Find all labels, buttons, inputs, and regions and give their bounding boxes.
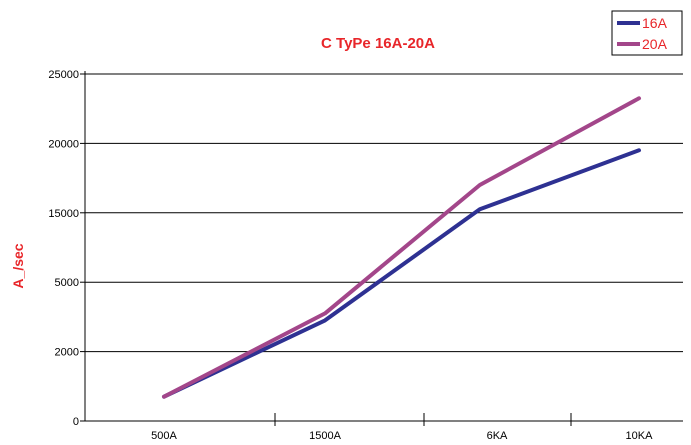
x-tick-label: 10KA	[626, 430, 654, 442]
axes	[84, 71, 683, 422]
legend-box	[611, 10, 683, 56]
y-tick-label: 0	[73, 416, 79, 428]
y-tick-label: 2000	[55, 347, 79, 359]
legend-label-20A: 20A	[642, 36, 668, 52]
y-axis-ticks: 0 2000 5000 15000 20000 25000	[48, 69, 85, 428]
grid-lines	[85, 73, 683, 353]
y-tick-label: 25000	[48, 69, 79, 81]
y-tick-label: 20000	[48, 138, 79, 150]
x-tick-label: 6KA	[487, 430, 508, 442]
series-lines	[162, 96, 641, 399]
x-tick-label: 1500A	[309, 430, 341, 442]
series-line-16A	[162, 148, 641, 399]
x-axis-ticks: 500A 1500A 6KA 10KA	[151, 413, 653, 442]
chart-title: C TyPe 16A-20A	[321, 35, 435, 52]
y-axis-label: A_/sec	[10, 243, 26, 288]
legend-label-16A: 16A	[642, 15, 668, 31]
series-line-20A	[162, 96, 641, 399]
x-tick-label: 500A	[151, 430, 177, 442]
y-tick-label: 5000	[55, 277, 79, 289]
y-tick-label: 15000	[48, 208, 79, 220]
